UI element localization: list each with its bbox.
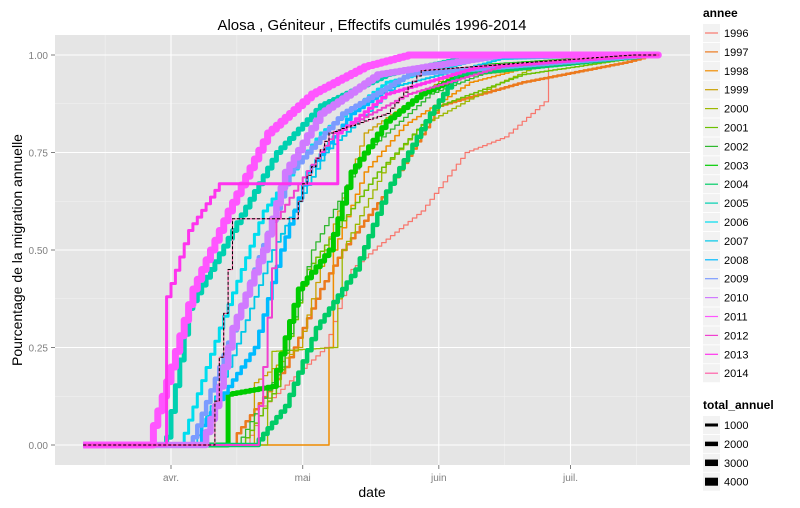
x-tick-label: juil. <box>562 473 578 484</box>
legend-label: 2008 <box>724 255 748 267</box>
x-tick-label: mai <box>295 473 311 484</box>
size-legend-swatch <box>705 477 718 486</box>
series-line-2011 <box>83 51 662 449</box>
legend-label: 2014 <box>724 368 748 380</box>
series-line-2001 <box>83 54 660 446</box>
legend-label: 1997 <box>724 47 748 59</box>
x-axis-label: date <box>358 484 385 500</box>
legend-label: 1999 <box>724 85 748 97</box>
legend-label: 1998 <box>724 66 748 78</box>
x-tick-label: juin <box>430 473 447 484</box>
legend-label: 2001 <box>724 123 748 135</box>
legend-label: 2013 <box>724 349 748 361</box>
legend-label: 2003 <box>724 160 748 172</box>
y-tick-label: 0.75 <box>29 149 49 160</box>
y-tick-label: 0.50 <box>29 246 49 257</box>
legend-label: 2000 <box>724 104 748 116</box>
series-line-2013 <box>83 53 660 447</box>
legend-label: 1996 <box>724 28 748 40</box>
reference-dashed-line <box>83 54 659 446</box>
legend-label: 2010 <box>724 293 748 305</box>
y-tick-label: 0.00 <box>29 441 49 452</box>
y-tick-label: 1.00 <box>29 51 49 62</box>
y-axis-label: Pourcentage de la migration annuelle <box>9 134 25 366</box>
legend-label: 2006 <box>724 217 748 229</box>
legend: annee total_annuel 1996 1997 1998 1999 2000 2… <box>703 6 774 491</box>
legend-label: 2012 <box>724 330 748 342</box>
grid <box>55 35 690 465</box>
y-tick-label: 0.25 <box>29 344 49 355</box>
legend-label: 2011 <box>724 312 748 324</box>
size-legend-label: 3000 <box>724 458 748 470</box>
size-legend-swatch <box>705 459 718 467</box>
size-legend-label: 2000 <box>724 439 748 451</box>
legend-label: 2009 <box>724 274 748 286</box>
series-lines <box>83 51 662 449</box>
legend-label: 2005 <box>724 198 748 210</box>
size-legend-swatch <box>705 441 718 447</box>
axes: 0.00 0.25 0.50 0.75 1.00 avr. mai juin juil. <box>29 51 578 484</box>
legend-label: 2002 <box>724 141 748 153</box>
size-legend-label: 4000 <box>724 477 748 489</box>
size-legend-title: total_annuel <box>703 398 774 412</box>
size-legend-label: 1000 <box>724 420 748 432</box>
x-tick-label: avr. <box>163 473 179 484</box>
legend-label: 2007 <box>724 236 748 248</box>
color-legend-title: annee <box>703 6 738 20</box>
chart-title: Alosa , Géniteur , Effectifs cumulés 199… <box>217 17 526 34</box>
size-legend-swatch <box>705 423 718 427</box>
legend-label: 2004 <box>724 179 748 191</box>
